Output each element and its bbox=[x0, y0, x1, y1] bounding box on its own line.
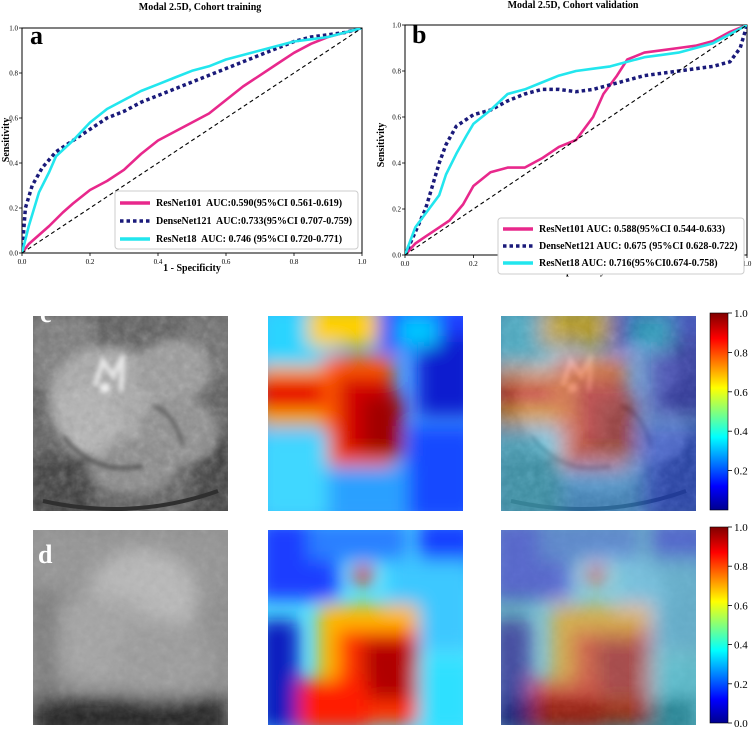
panel-a-label: a bbox=[30, 21, 43, 50]
colorbar-tick-label: 0.6 bbox=[734, 600, 748, 612]
panel-d-heatmap bbox=[258, 520, 478, 730]
y-tick-label: 1.0 bbox=[9, 25, 18, 33]
y-tick-label: 0.6 bbox=[392, 114, 401, 122]
panel-b-title: Modal 2.5D, Cohort validation bbox=[508, 0, 639, 11]
panel-c-label: c bbox=[40, 299, 52, 328]
x-tick-label: 0.0 bbox=[18, 258, 27, 266]
y-tick-label: 0.6 bbox=[9, 115, 18, 123]
x-tick-label: 0.4 bbox=[154, 258, 163, 266]
colorbar-tick-label: 0.8 bbox=[734, 347, 748, 359]
panel-c-row: c 1.0 0.8 0.6 0.4 0.2 bbox=[33, 299, 748, 521]
colorbar-tick-label: 1.0 bbox=[734, 308, 748, 320]
y-tick-label: 0.0 bbox=[392, 252, 401, 260]
roc-line-resnet101 bbox=[405, 25, 747, 255]
legend-label-resnet18: ResNet18 AUC: 0.746 (95%CI 0.720-0.771) bbox=[156, 234, 342, 245]
roc-line-resnet101 bbox=[22, 28, 362, 253]
panel-a-ylabel: Sensitivity bbox=[1, 118, 12, 162]
legend-label-resnet101: ResNet101 AUC:0.590(95%CI 0.561-0.619) bbox=[156, 198, 342, 209]
y-tick-label: 0.2 bbox=[9, 205, 18, 213]
y-tick-label: 1.0 bbox=[392, 22, 401, 30]
panel-a-legend: ResNet101 AUC:0.590(95%CI 0.561-0.619) D… bbox=[114, 190, 359, 250]
x-tick-label: 1.0 bbox=[743, 260, 752, 268]
colorbar-tick-label: 0.2 bbox=[734, 679, 748, 691]
legend-label-resnet101-b: ResNet101 AUC: 0.588(95%CI 0.544-0.633) bbox=[539, 224, 725, 235]
colorbar-tick-label: 0.6 bbox=[734, 387, 748, 399]
colorbar-tick-label: 0.2 bbox=[734, 466, 748, 478]
colorbar-tick-label: 0.4 bbox=[734, 640, 748, 652]
legend-label-densenet121-b: DenseNet121 AUC: 0.675 (95%CI 0.628-0.72… bbox=[539, 241, 738, 252]
colorbar-tick-label: 1.0 bbox=[734, 522, 748, 534]
legend-label-resnet18-b: ResNet18 AUC: 0.716(95%CI0.674-0.758) bbox=[539, 258, 718, 269]
roc-line-chance bbox=[22, 28, 362, 253]
panel-c-heatmap bbox=[258, 306, 478, 521]
panel-d-row: d 1.0 0.8 0.6 0.4 0.2 0.0 bbox=[33, 520, 748, 732]
roc-line-resnet18 bbox=[405, 25, 747, 255]
y-tick-label: 0.2 bbox=[392, 206, 401, 214]
panel-d-ct-image bbox=[33, 530, 228, 732]
colorbar-tick-label: 0.4 bbox=[734, 426, 748, 438]
y-tick-label: 0.8 bbox=[9, 70, 18, 78]
y-tick-label: 0.0 bbox=[9, 250, 18, 258]
x-tick-label: 0.2 bbox=[86, 258, 95, 266]
x-tick-label: 1.0 bbox=[358, 258, 367, 266]
y-tick-label: 0.4 bbox=[9, 160, 18, 168]
panel-b-label: b bbox=[412, 20, 426, 49]
x-tick-label: 0.6 bbox=[222, 258, 231, 266]
panel-d-label: d bbox=[38, 540, 53, 569]
roc-line-chance bbox=[405, 25, 747, 255]
x-tick-label: 0.8 bbox=[290, 258, 299, 266]
colorbar-tick-label: 0.0 bbox=[734, 718, 748, 730]
panel-b-roc-validation: Modal 2.5D, Cohort validation 0.0 0.2 0.4 0… bbox=[376, 0, 752, 277]
roc-line-resnet18 bbox=[22, 28, 362, 253]
y-tick-label: 0.4 bbox=[392, 160, 401, 168]
panel-d-overlay bbox=[491, 520, 711, 732]
panel-a-title: Modal 2.5D, Cohort training bbox=[139, 2, 262, 13]
panel-c-colorbar bbox=[709, 312, 729, 511]
x-tick-label: 0.0 bbox=[401, 260, 410, 268]
panel-c-overlay bbox=[491, 306, 711, 521]
colorbar-tick-label: 0.8 bbox=[734, 561, 748, 573]
panel-b-legend: ResNet101 AUC: 0.588(95%CI 0.544-0.633) … bbox=[497, 217, 745, 275]
panel-c-ct-image bbox=[33, 316, 233, 516]
roc-line-densenet121 bbox=[405, 25, 747, 255]
panel-b-ylabel: Sensitivity bbox=[376, 123, 387, 167]
panel-a-frame bbox=[21, 27, 363, 254]
panel-a-roc-training: Modal 2.5D, Cohort training 0.0 0.2 0.4 0.6… bbox=[1, 2, 367, 274]
legend-label-densenet121: DenseNet121 AUC:0.733(95%CI 0.707-0.759) bbox=[156, 216, 352, 227]
y-tick-label: 0.8 bbox=[392, 68, 401, 76]
panel-a-xlabel: 1 - Specificity bbox=[163, 263, 221, 274]
x-tick-label: 0.2 bbox=[469, 260, 478, 268]
panel-d-colorbar bbox=[709, 526, 729, 724]
